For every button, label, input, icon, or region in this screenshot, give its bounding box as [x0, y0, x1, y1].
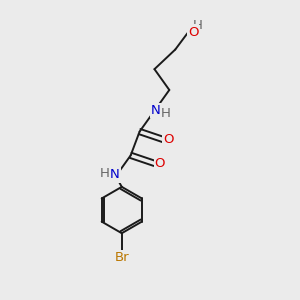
- Text: O: O: [188, 26, 198, 38]
- Text: H: H: [161, 107, 171, 120]
- Text: O: O: [154, 157, 165, 170]
- Text: H: H: [100, 167, 110, 180]
- Text: N: N: [110, 169, 120, 182]
- Text: Br: Br: [115, 251, 129, 264]
- Text: O: O: [164, 133, 174, 146]
- Text: H: H: [193, 19, 202, 32]
- Text: N: N: [151, 104, 161, 117]
